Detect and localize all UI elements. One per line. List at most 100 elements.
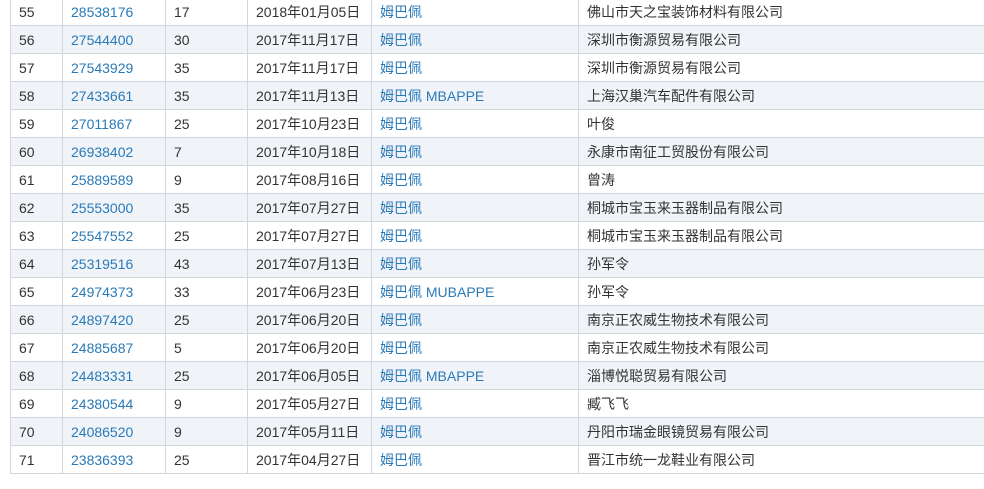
registration-number-link[interactable]: 28538176: [71, 3, 134, 20]
row-number: 59: [19, 115, 35, 132]
table-row: 61 25889589 9 2017年08月16日 姆巴佩 曾涛: [10, 165, 984, 194]
trademark-name-link[interactable]: 姆巴佩: [380, 339, 422, 356]
applicant-name: 深圳市衡源贸易有限公司: [587, 31, 741, 48]
trademark-name-link[interactable]: 姆巴佩: [380, 311, 422, 328]
trademark-name-link[interactable]: 姆巴佩: [380, 59, 422, 76]
row-number-cell: 69: [10, 389, 63, 418]
table-row: 63 25547552 25 2017年07月27日 姆巴佩 桐城市宝玉来玉器制品有限公司: [10, 221, 984, 250]
row-number-cell: 61: [10, 165, 63, 194]
trademark-name-link[interactable]: 姆巴佩: [380, 143, 422, 160]
applicant-name: 桐城市宝玉来玉器制品有限公司: [587, 227, 783, 244]
registration-number-link-cell: 24483331: [62, 361, 166, 390]
trademark-name-link[interactable]: 姆巴佩: [380, 199, 422, 216]
trademark-name-link[interactable]: 姆巴佩: [380, 451, 422, 468]
application-date: 2017年06月20日: [256, 339, 361, 356]
registration-number-link[interactable]: 26938402: [71, 143, 134, 160]
applicant-name-cell: 丹阳市瑞金眼镜贸易有限公司: [578, 417, 984, 446]
applicant-name-cell: 桐城市宝玉来玉器制品有限公司: [578, 221, 984, 250]
applicant-name: 丹阳市瑞金眼镜贸易有限公司: [587, 423, 769, 440]
application-date-cell: 2017年06月23日: [247, 277, 372, 306]
registration-number-link[interactable]: 25889589: [71, 171, 134, 188]
trademark-name-link[interactable]: 姆巴佩: [380, 423, 422, 440]
table-row: 65 24974373 33 2017年06月23日 姆巴佩 MUBAPPE 孙军令: [10, 277, 984, 306]
class-number-cell: 25: [165, 361, 248, 390]
trademark-name-link[interactable]: 姆巴佩: [380, 227, 422, 244]
table-row: 55 28538176 17 2018年01月05日 姆巴佩 佛山市天之宝装饰材料有限公司: [10, 0, 984, 26]
trademark-name-link-cell: 姆巴佩: [371, 249, 579, 278]
row-number-cell: 57: [10, 53, 63, 82]
class-number: 9: [174, 395, 182, 412]
registration-number-link-cell: 24897420: [62, 305, 166, 334]
row-number: 71: [19, 451, 35, 468]
trademark-name-link[interactable]: 姆巴佩: [380, 31, 422, 48]
trademark-name-link[interactable]: 姆巴佩: [380, 255, 422, 272]
application-date-cell: 2017年11月13日: [247, 81, 372, 110]
registration-number-link[interactable]: 24086520: [71, 423, 134, 440]
registration-number-link[interactable]: 27011867: [71, 115, 133, 132]
trademark-name-link-cell: 姆巴佩: [371, 333, 579, 362]
registration-number-link[interactable]: 25547552: [71, 227, 134, 244]
registration-number-link[interactable]: 24885687: [71, 339, 134, 356]
trademark-name-link[interactable]: 姆巴佩: [380, 3, 422, 20]
applicant-name-cell: 南京正农威生物技术有限公司: [578, 305, 984, 334]
application-date-cell: 2017年06月05日: [247, 361, 372, 390]
registration-number-link[interactable]: 24380544: [71, 395, 134, 412]
application-date-cell: 2017年07月13日: [247, 249, 372, 278]
registration-number-link[interactable]: 27433661: [71, 87, 134, 104]
registration-number-link[interactable]: 25553000: [71, 199, 134, 216]
registration-number-link-cell: 25547552: [62, 221, 166, 250]
class-number: 35: [174, 59, 190, 76]
registration-number-link-cell: 27543929: [62, 53, 166, 82]
trademark-name-link[interactable]: 姆巴佩: [380, 171, 422, 188]
application-date: 2017年04月27日: [256, 451, 361, 468]
row-number: 55: [19, 3, 35, 20]
registration-number-link[interactable]: 27543929: [71, 59, 134, 76]
registration-number-link[interactable]: 24974373: [71, 283, 134, 300]
applicant-name-cell: 淄博悦聪贸易有限公司: [578, 361, 984, 390]
trademark-name-link[interactable]: 姆巴佩 MBAPPE: [380, 87, 485, 104]
registration-number-link[interactable]: 24483331: [71, 367, 134, 384]
class-number: 30: [174, 31, 190, 48]
registration-number-link[interactable]: 25319516: [71, 255, 134, 272]
row-number-cell: 70: [10, 417, 63, 446]
trademark-name-link[interactable]: 姆巴佩 MBAPPE: [380, 367, 485, 384]
application-date: 2017年10月18日: [256, 143, 361, 160]
applicant-name-cell: 桐城市宝玉来玉器制品有限公司: [578, 193, 984, 222]
applicant-name-cell: 深圳市衡源贸易有限公司: [578, 53, 984, 82]
class-number-cell: 25: [165, 305, 248, 334]
trademark-name-link[interactable]: 姆巴佩: [380, 115, 422, 132]
class-number: 43: [174, 255, 190, 272]
trademark-name-link[interactable]: 姆巴佩: [380, 395, 422, 412]
row-number: 68: [19, 367, 35, 384]
class-number-cell: 33: [165, 277, 248, 306]
class-number: 25: [174, 311, 190, 328]
registration-number-link-cell: 25889589: [62, 165, 166, 194]
application-date: 2017年07月13日: [256, 255, 361, 272]
registration-number-link[interactable]: 23836393: [71, 451, 134, 468]
class-number: 7: [174, 143, 182, 160]
application-date: 2017年11月13日: [256, 87, 360, 104]
class-number: 9: [174, 423, 182, 440]
trademark-name-link-cell: 姆巴佩: [371, 221, 579, 250]
table-row: 69 24380544 9 2017年05月27日 姆巴佩 臧飞飞: [10, 389, 984, 418]
application-date-cell: 2018年01月05日: [247, 0, 372, 26]
trademark-name-link-cell: 姆巴佩: [371, 193, 579, 222]
registration-number-link-cell: 27544400: [62, 25, 166, 54]
applicant-name-cell: 叶俊: [578, 109, 984, 138]
class-number-cell: 35: [165, 81, 248, 110]
class-number: 25: [174, 115, 190, 132]
trademark-name-link[interactable]: 姆巴佩 MUBAPPE: [380, 283, 495, 300]
registration-number-link-cell: 24974373: [62, 277, 166, 306]
trademark-name-link-cell: 姆巴佩: [371, 53, 579, 82]
registration-number-link-cell: 24380544: [62, 389, 166, 418]
registration-number-link-cell: 26938402: [62, 137, 166, 166]
row-number-cell: 55: [10, 0, 63, 26]
class-number: 25: [174, 367, 190, 384]
applicant-name-cell: 南京正农威生物技术有限公司: [578, 333, 984, 362]
applicant-name: 上海汉巢汽车配件有限公司: [587, 87, 755, 104]
registration-number-link[interactable]: 27544400: [71, 31, 134, 48]
application-date-cell: 2017年11月17日: [247, 25, 372, 54]
row-number: 61: [19, 171, 35, 188]
registration-number-link[interactable]: 24897420: [71, 311, 134, 328]
application-date: 2017年05月11日: [256, 423, 360, 440]
